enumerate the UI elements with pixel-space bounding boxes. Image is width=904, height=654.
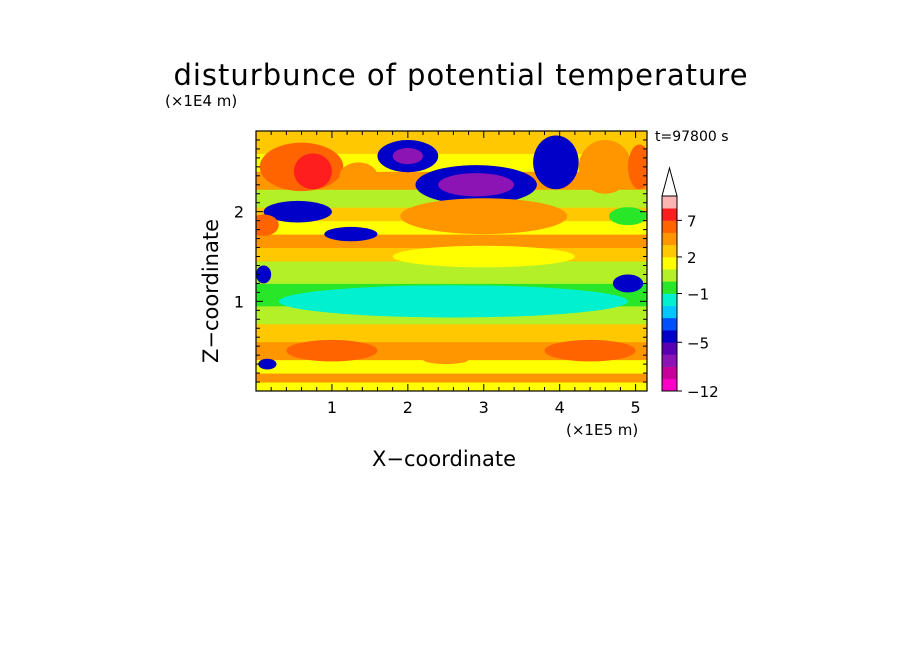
y-tick-label: 1 — [234, 292, 244, 311]
x-tick-label: 5 — [631, 398, 641, 417]
contour-feature-11 — [256, 214, 279, 236]
colorbar-tick-label: 2 — [687, 249, 697, 267]
contour-feature-21 — [258, 358, 277, 370]
chart-title: disturbunce of potential temperature — [173, 58, 749, 92]
contour-feature-6 — [392, 148, 424, 165]
contour-feature-18 — [256, 265, 272, 284]
contour-feature-9 — [628, 144, 647, 190]
colorbar-segment — [662, 354, 677, 367]
colorbar-tick-label: −1 — [687, 286, 709, 304]
contour-feature-12 — [324, 226, 378, 242]
contour-feature-13 — [400, 198, 568, 235]
contour-feature-8 — [578, 139, 632, 194]
contour-feature-17 — [612, 274, 644, 293]
x-tick-label: 1 — [327, 398, 337, 417]
colorbar-segment — [662, 342, 677, 355]
contour-feature-10 — [263, 200, 332, 223]
colorbar-segment — [662, 317, 677, 331]
colorbar-tick-label: −12 — [687, 383, 719, 401]
contour-feature-1 — [438, 173, 515, 197]
contour-feature-16 — [278, 285, 629, 318]
time-annotation: t=97800 s — [655, 129, 729, 145]
x-axis-label: X−coordinate — [372, 447, 516, 471]
colorbar-tick-label: −5 — [687, 334, 709, 352]
contour-feature-20 — [544, 339, 636, 362]
contour-feature-15 — [609, 207, 647, 226]
contour-feature-4 — [339, 162, 378, 190]
contour-band-9 — [256, 234, 647, 249]
contour-feature-3 — [293, 153, 332, 190]
colorbar-segment — [662, 281, 677, 294]
colorbar-segment — [662, 305, 677, 319]
colorbar-tick-label: 7 — [687, 212, 697, 230]
x-tick-label: 3 — [479, 398, 489, 417]
colorbar-segment — [662, 244, 677, 258]
x-tick-label: 2 — [403, 398, 413, 417]
colorbar-segment — [662, 366, 677, 380]
colorbar-segment — [662, 220, 677, 233]
contour-band-7 — [256, 261, 647, 284]
colorbar-segment — [662, 378, 677, 392]
contour-field — [256, 131, 647, 391]
x-tick-label: 4 — [555, 398, 565, 417]
colorbar-segment — [662, 269, 677, 282]
contour-band-2 — [256, 359, 647, 374]
contour-feature-7 — [533, 135, 579, 190]
colorbar-segment — [662, 208, 677, 221]
y-tick-label: 2 — [234, 203, 244, 222]
colorbar-segment — [662, 256, 677, 270]
x-axis-unit: (×1E5 m) — [566, 421, 639, 439]
y-axis-unit: (×1E4 m) — [165, 92, 238, 110]
plot-frame — [255, 130, 648, 392]
colorbar-segment — [662, 293, 677, 306]
contour-band-0 — [256, 382, 647, 391]
contour-band-1 — [256, 373, 647, 383]
colorbar-segment — [662, 196, 677, 209]
colorbar-segment — [662, 330, 677, 343]
contour-feature-19 — [286, 339, 378, 362]
contour-feature-14 — [392, 245, 575, 268]
contour-band-4 — [256, 323, 647, 343]
colorbar-segment — [662, 232, 677, 246]
contour-feature-22 — [423, 355, 469, 365]
colorbar-extend-arrow — [661, 166, 678, 197]
